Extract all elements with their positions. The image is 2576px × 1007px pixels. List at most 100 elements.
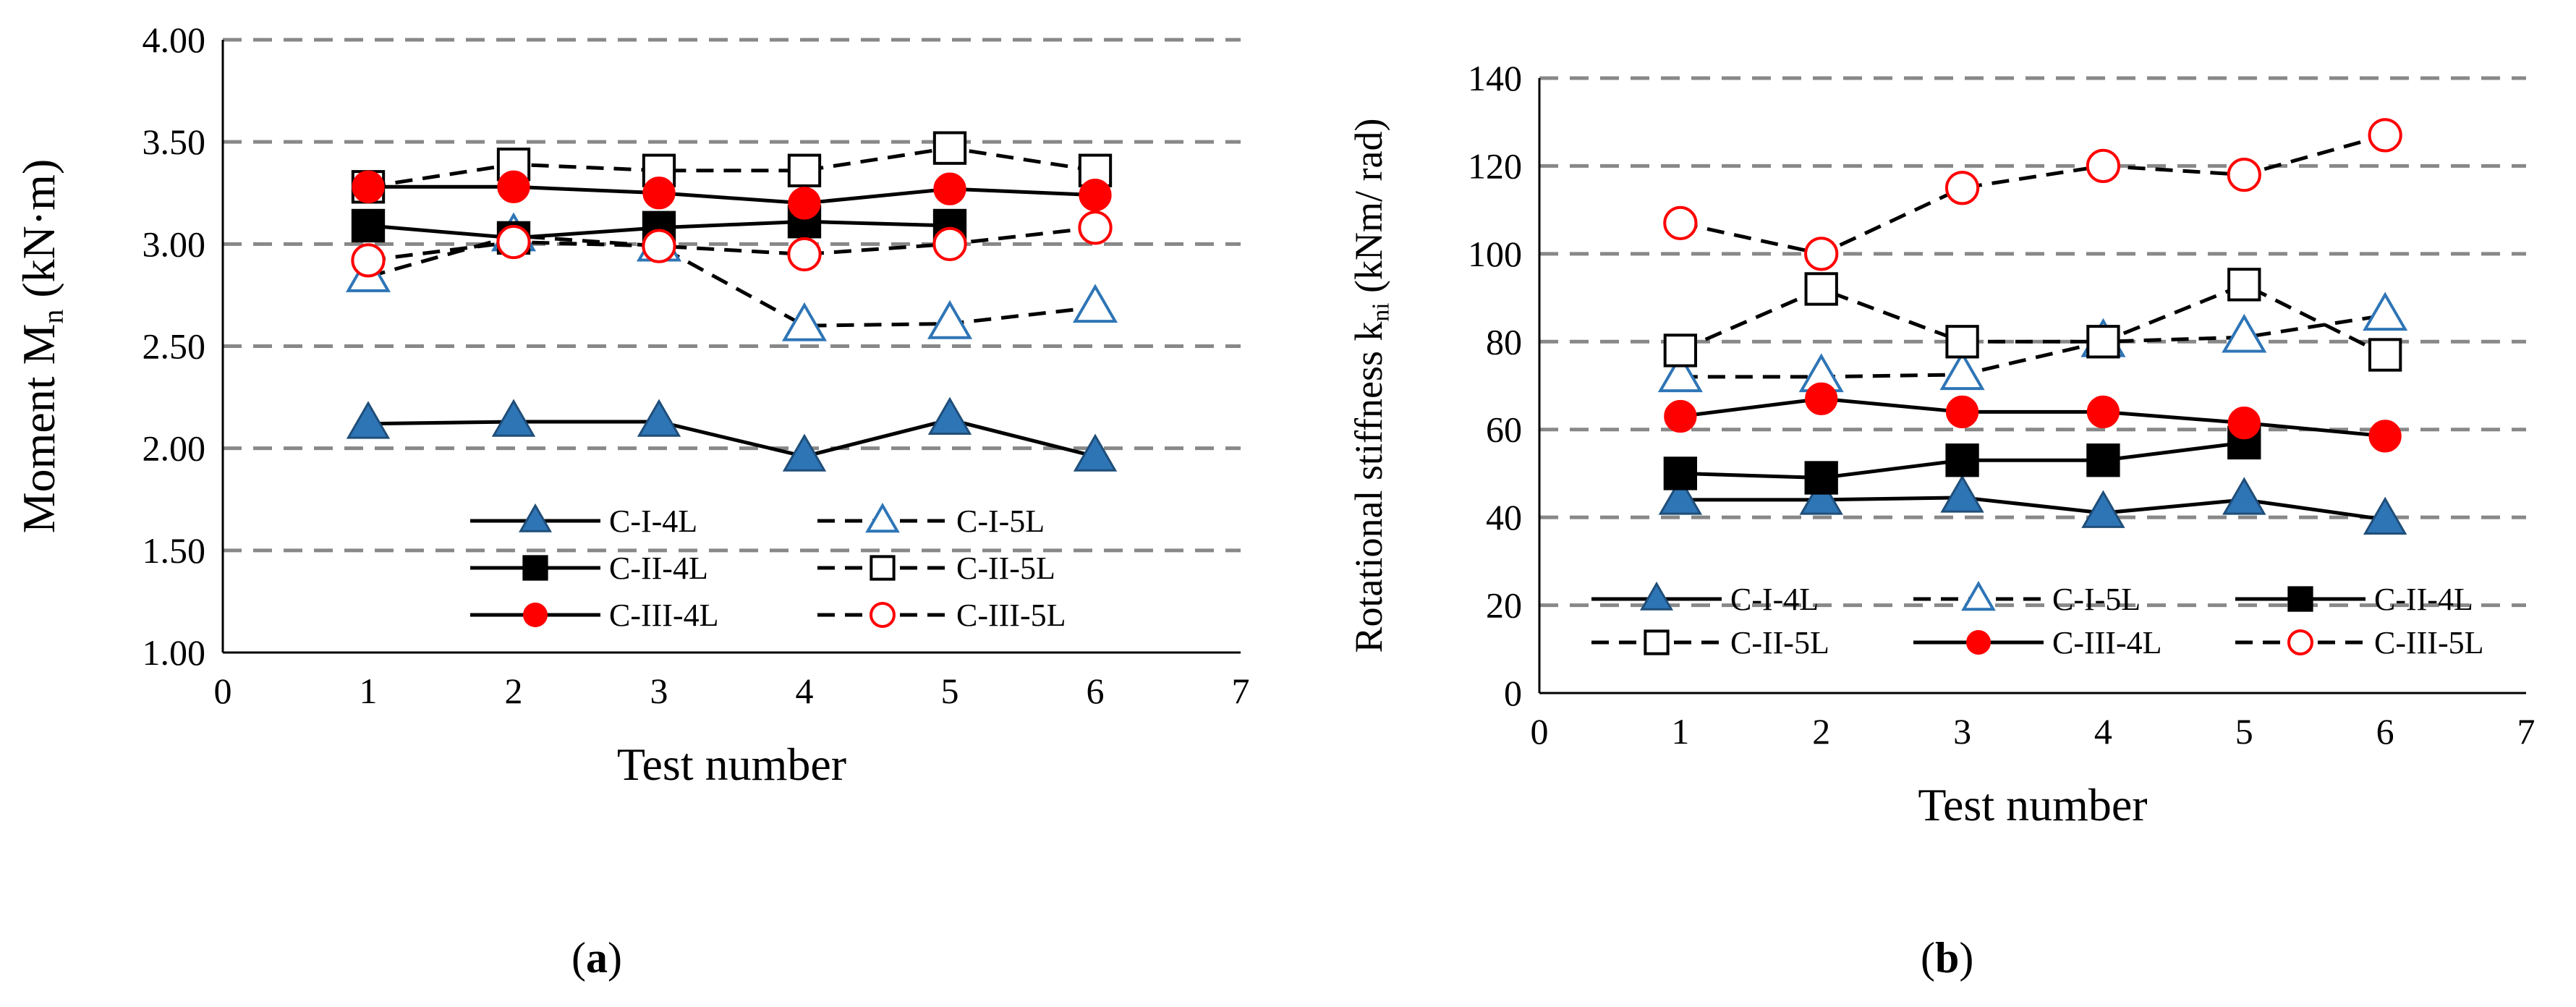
- y-axis-title: Rotational stiffness kni (kNm/ rad): [1347, 119, 1395, 653]
- data-point-C-III-4L: [933, 172, 966, 205]
- data-point-C-III-4L: [2086, 395, 2120, 429]
- caption-b-letter: b: [1934, 934, 1960, 982]
- data-point-C-II-4L: [1804, 461, 1838, 495]
- series-group: [345, 131, 1118, 472]
- data-point-C-I-5L: [2222, 313, 2267, 353]
- data-point-C-III-5L: [642, 229, 676, 263]
- caption-b: (b): [1921, 933, 1973, 983]
- legend-label: C-I-5L: [956, 504, 1045, 539]
- data-point-C-I-4L: [2222, 477, 2266, 515]
- series-line-C-III-5L: [1680, 133, 2386, 256]
- y-axis-title-main: Rotational stiffness k: [1347, 321, 1390, 653]
- y-tick-label: 2.50: [143, 326, 206, 367]
- y-axis-title-subscript: n: [38, 310, 69, 324]
- x-tick-label: 0: [214, 671, 232, 711]
- x-tick-label: 3: [650, 671, 668, 711]
- legend-label: C-II-5L: [1730, 625, 1829, 660]
- data-point-C-I-4L: [1799, 477, 1843, 515]
- y-tick-label: 140: [1468, 58, 1522, 98]
- series-line-C-I-4L: [367, 417, 1096, 459]
- data-point-C-I-4L: [346, 401, 391, 439]
- data-point-C-III-5L: [1078, 211, 1113, 245]
- y-axis-title-subscript: ni: [1368, 302, 1395, 321]
- legend-marker-C-I-4L: [1640, 581, 1673, 611]
- x-axis-title: Test number: [617, 739, 846, 790]
- data-point-C-III-4L: [1079, 178, 1112, 212]
- x-axis-title: Test number: [1918, 779, 2147, 830]
- data-point-C-I-4L: [491, 399, 536, 437]
- y-tick-label: 80: [1486, 321, 1522, 362]
- caption-a-close: ): [607, 934, 622, 982]
- series-line-C-I-5L: [1680, 313, 2386, 379]
- caption-b-close: ): [1959, 934, 1974, 982]
- data-point-C-I-5L: [1072, 284, 1118, 323]
- data-point-C-III-5L: [932, 226, 967, 261]
- data-point-C-II-4L: [2086, 443, 2120, 477]
- data-point-C-I-4L: [1658, 477, 1703, 515]
- data-point-C-III-5L: [496, 224, 531, 260]
- legend-label: C-I-4L: [1730, 582, 1819, 617]
- data-point-C-I-4L: [1940, 475, 1984, 513]
- data-point-C-I-4L: [637, 399, 681, 437]
- y-axis-title-unit: (kN·m): [13, 159, 64, 310]
- y-tick-label: 100: [1468, 234, 1522, 274]
- y-tick-label: 60: [1486, 409, 1522, 450]
- series-group: [1657, 118, 2408, 535]
- y-tick-label: 120: [1468, 145, 1522, 186]
- legend-label: C-I-4L: [609, 504, 697, 539]
- y-tick-label: 0: [1504, 673, 1522, 713]
- data-point-C-I-4L: [927, 396, 972, 435]
- legend-marker-C-III-4L: [1966, 630, 1991, 655]
- y-tick-label: 20: [1486, 585, 1522, 626]
- legend-marker-C-II-5L: [870, 555, 896, 581]
- legend: C-I-4L C-I-5L C-II-4L C-II-5L C-III-4L C-III-…: [470, 502, 1066, 633]
- x-tick-label: 1: [360, 671, 378, 711]
- legend-label: C-III-4L: [2052, 625, 2162, 660]
- data-point-C-III-4L: [1805, 382, 1838, 415]
- data-point-C-III-5L: [1944, 171, 1980, 205]
- legend-marker-C-I-4L: [519, 503, 552, 532]
- data-point-C-II-4L: [1663, 456, 1698, 490]
- y-axis-title: Moment Mn (kN·m): [13, 159, 69, 534]
- legend-marker-C-III-4L: [523, 603, 548, 627]
- data-point-C-II-5L: [1945, 325, 1979, 359]
- data-point-C-III-5L: [2227, 157, 2261, 192]
- legend-label: C-I-5L: [2052, 582, 2141, 617]
- data-point-C-III-4L: [2227, 406, 2261, 440]
- y-tick-label: 4.00: [143, 20, 206, 60]
- series-line-C-II-5L: [1679, 282, 2386, 357]
- series-line-C-III-4L: [1680, 396, 2386, 438]
- data-point-C-III-4L: [2368, 420, 2402, 453]
- data-point-C-II-4L: [1945, 443, 1979, 477]
- data-point-C-III-5L: [787, 237, 822, 272]
- data-point-C-II-5L: [2227, 268, 2261, 302]
- x-tick-label: 0: [1531, 711, 1549, 752]
- data-point-C-III-5L: [2086, 148, 2121, 184]
- data-point-C-II-5L: [2368, 338, 2402, 372]
- legend-marker-C-I-5L: [865, 502, 900, 533]
- caption-a-open: (: [571, 934, 586, 982]
- x-tick-label: 7: [2517, 711, 2535, 752]
- legend: C-I-4L C-I-5L C-II-4L C-II-5L C-III-4L C-III-…: [1591, 580, 2484, 660]
- legend-label: C-III-5L: [2374, 625, 2484, 660]
- data-point-C-I-5L: [927, 299, 973, 339]
- data-point-C-III-4L: [788, 187, 821, 220]
- legend-marker-C-II-5L: [1644, 629, 1670, 655]
- legend-label: C-II-4L: [2374, 582, 2473, 617]
- legend-label: C-II-5L: [956, 551, 1055, 586]
- legend-label: C-II-4L: [609, 551, 708, 586]
- y-tick-label: 1.00: [143, 632, 206, 673]
- series-line-C-I-4L: [1680, 496, 2386, 522]
- x-tick-label: 6: [1087, 671, 1105, 711]
- data-point-C-II-4L: [351, 208, 386, 243]
- legend-label: C-III-5L: [956, 598, 1066, 633]
- x-tick-label: 6: [2376, 711, 2394, 752]
- data-point-C-II-5L: [2086, 325, 2120, 359]
- data-point-C-I-5L: [2363, 292, 2408, 331]
- y-axis-title-unit: (kNm/ rad): [1347, 119, 1390, 303]
- data-point-C-I-5L: [1939, 351, 1985, 391]
- y-tick-label: 2.00: [143, 428, 206, 469]
- y-axis-title-main: Moment M: [13, 324, 64, 534]
- y-tick-label: 1.50: [143, 530, 206, 571]
- legend-marker-C-I-5L: [1961, 580, 1996, 611]
